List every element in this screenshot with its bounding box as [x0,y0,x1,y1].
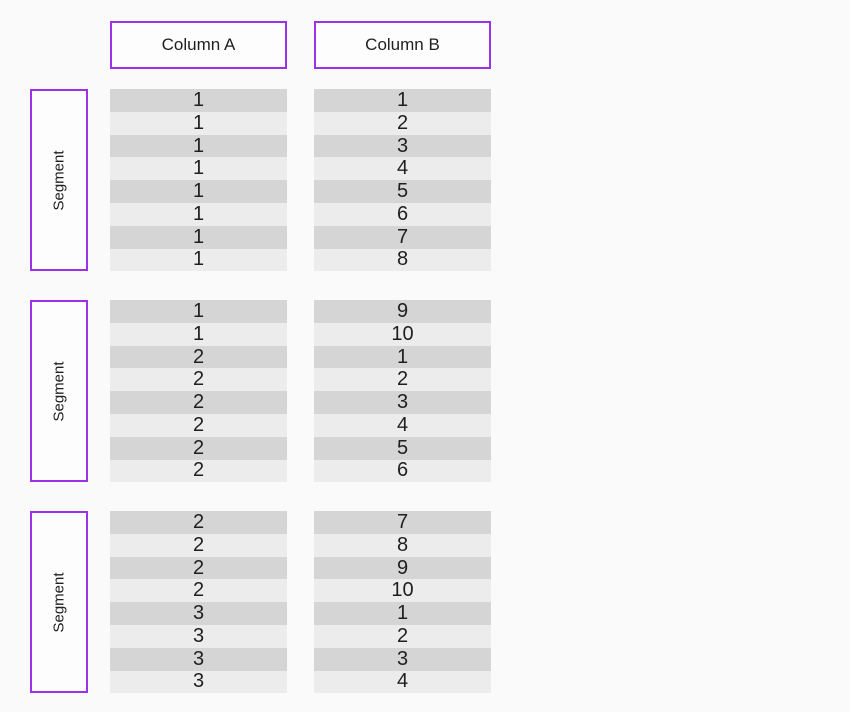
table-cell: 1 [110,300,287,323]
table-cell: 9 [314,557,491,580]
segment-box-2: Segment [30,300,88,483]
table-cell: 2 [110,346,287,369]
table-cell: 2 [110,557,287,580]
segment-label: Segment [50,361,68,422]
table-cell: 1 [110,112,287,135]
table-cell: 3 [110,648,287,671]
table-cell: 4 [314,670,491,694]
table-cell: 6 [314,203,491,226]
table-cell: 8 [314,534,491,557]
table-cell: 1 [110,157,287,181]
table-cell: 1 [110,248,287,272]
segment-label: Segment [50,572,68,633]
column-b-segment-3-rows: 7 8 9 10 1 2 3 4 [314,511,491,694]
table-cell: 7 [314,226,491,249]
table-cell: 2 [110,459,287,483]
column-a-segment-3-rows: 2 2 2 2 3 3 3 3 [110,511,287,694]
table-cell: 1 [314,89,491,112]
table-cell: 4 [314,157,491,181]
table-cell: 9 [314,300,491,323]
table-cell: 2 [110,391,287,414]
column-b-segment-1-rows: 1 2 3 4 5 6 7 8 [314,89,491,272]
table-cell: 1 [314,346,491,369]
table-cell: 3 [314,648,491,671]
table-cell: 3 [110,670,287,694]
table-cell: 3 [314,391,491,414]
table-cell: 3 [110,625,287,648]
table-cell: 7 [314,511,491,534]
segment-box-1: Segment [30,89,88,272]
table-cell: 1 [110,89,287,112]
column-b-segment-2-rows: 9 10 1 2 3 4 5 6 [314,300,491,483]
table-cell: 3 [110,602,287,625]
table-cell: 1 [110,226,287,249]
table-cell: 2 [110,368,287,392]
column-b-header: Column B [314,21,491,69]
table-cell: 6 [314,459,491,483]
table-cell: 2 [110,511,287,534]
table-cell: 2 [110,534,287,557]
table-cell: 1 [110,203,287,226]
table-cell: 2 [314,112,491,135]
table-cell: 3 [314,135,491,158]
table-cell: 4 [314,414,491,437]
table-cell: 10 [314,323,491,346]
segment-box-3: Segment [30,511,88,694]
table-cell: 8 [314,248,491,272]
table-cell: 10 [314,579,491,603]
table-cell: 2 [314,625,491,648]
table-cell: 2 [110,437,287,460]
column-a-header: Column A [110,21,287,69]
table-cell: 2 [110,414,287,437]
table-cell: 1 [110,180,287,203]
table-cell: 1 [110,323,287,346]
table-cell: 2 [110,579,287,603]
table-cell: 2 [314,368,491,392]
table-cell: 1 [110,135,287,158]
table-cell: 1 [314,602,491,625]
table-cell: 5 [314,437,491,460]
table-cell: 5 [314,180,491,203]
segment-label: Segment [50,150,68,211]
column-a-segment-1-rows: 1 1 1 1 1 1 1 1 [110,89,287,272]
column-a-segment-2-rows: 1 1 2 2 2 2 2 2 [110,300,287,483]
